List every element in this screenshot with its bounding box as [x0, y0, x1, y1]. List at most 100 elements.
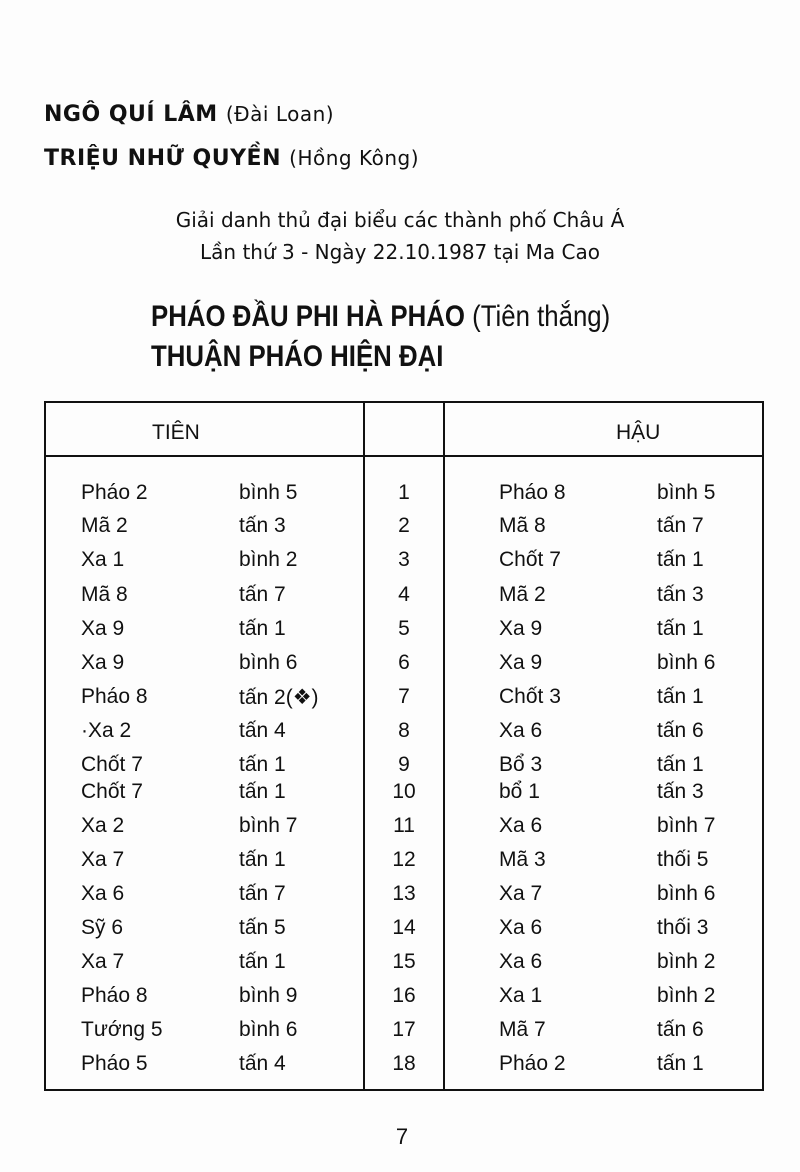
cell-hau-move: tấn 6 — [657, 1018, 704, 1041]
cell-hau-move: bình 6 — [657, 882, 716, 905]
cell-tien-move: tấn 2(❖) — [239, 686, 319, 709]
cell-tien-piece: Sỹ 6 — [81, 916, 124, 939]
cell-tien-piece: Xa 1 — [81, 548, 125, 571]
cell-tien-move: tấn 7 — [239, 583, 286, 606]
cell-hau-piece: Mã 3 — [499, 848, 546, 871]
cell-n: 11 — [393, 814, 415, 837]
cell-tien-piece: Pháo 2 — [81, 481, 148, 504]
cell-n: 15 — [392, 950, 416, 973]
cell-tien-piece: Pháo 8 — [81, 685, 148, 708]
cell-hau-piece: Chốt 7 — [499, 548, 561, 571]
cell-n: 17 — [392, 1018, 416, 1041]
player-country: (Đài Loan) — [225, 102, 335, 126]
cell-hau-piece: Xa 9 — [499, 617, 543, 640]
cell-tien-piece: Xa 6 — [81, 882, 125, 905]
cell-hau-move: tấn 3 — [657, 780, 704, 803]
cell-tien-move: tấn 1 — [239, 950, 286, 973]
cell-hau-move: tấn 1 — [657, 617, 704, 640]
cell-hau-piece: Chốt 3 — [499, 685, 561, 708]
cell-tien-piece: Xa 7 — [81, 848, 125, 871]
cell-tien-piece: Pháo 8 — [81, 984, 148, 1007]
cell-hau-piece: bổ 1 — [499, 780, 540, 803]
cell-tien-move: tấn 1 — [239, 753, 286, 776]
cell-tien-piece: Chốt 7 — [81, 753, 143, 776]
cell-tien-move: bình 6 — [239, 1018, 298, 1041]
opening-title: PHÁO ĐẦU PHI HÀ PHÁO (Tiên thắng) — [151, 300, 610, 334]
cell-n: 2 — [398, 514, 410, 537]
cell-n: 14 — [392, 916, 416, 939]
event-line-1: Giải danh thủ đại biểu các thành phố Châ… — [175, 208, 625, 232]
header-divider — [46, 455, 762, 457]
cell-hau-piece: Xa 9 — [499, 651, 543, 674]
cell-n: 5 — [398, 617, 410, 640]
cell-tien-move: bình 9 — [239, 984, 298, 1007]
cell-tien-piece: Xa 2 — [81, 814, 125, 837]
cell-hau-move: thối 5 — [657, 848, 709, 871]
cell-hau-piece: Pháo 2 — [499, 1052, 566, 1075]
column-divider — [363, 403, 365, 1089]
cell-hau-piece: Xa 6 — [499, 950, 543, 973]
cell-tien-piece: Xa 9 — [81, 617, 125, 640]
cell-n: 10 — [392, 780, 416, 803]
cell-tien-move: tấn 1 — [239, 617, 286, 640]
opening-name: PHÁO ĐẦU PHI HÀ PHÁO — [151, 300, 465, 333]
cell-tien-move: bình 7 — [239, 814, 298, 837]
game-result: (Tiên thắng) — [472, 300, 611, 333]
cell-tien-move: tấn 1 — [239, 780, 286, 803]
player-country: (Hồng Kông) — [289, 146, 420, 170]
cell-tien-piece: Pháo 5 — [81, 1052, 148, 1075]
opening-variation: THUẬN PHÁO HIỆN ĐẠI — [151, 340, 444, 373]
player-name: TRIỆU NHỮ QUYỀN — [44, 146, 281, 171]
cell-tien-piece: Mã 8 — [81, 583, 128, 606]
cell-n: 18 — [392, 1052, 416, 1075]
cell-hau-piece: Xa 6 — [499, 814, 543, 837]
cell-hau-move: bình 2 — [657, 984, 716, 1007]
cell-hau-move: tấn 7 — [657, 514, 704, 537]
cell-n: 7 — [398, 685, 410, 708]
cell-tien-move: tấn 5 — [239, 916, 286, 939]
cell-hau-move: bình 2 — [657, 950, 716, 973]
cell-hau-move: bình 7 — [657, 814, 716, 837]
cell-tien-piece: Chốt 7 — [81, 780, 143, 803]
cell-tien-move: tấn 4 — [239, 719, 286, 742]
cell-hau-move: tấn 1 — [657, 548, 704, 571]
cell-hau-piece: Xa 6 — [499, 719, 543, 742]
cell-hau-piece: Xa 1 — [499, 984, 543, 1007]
cell-tien-move: bình 2 — [239, 548, 298, 571]
cell-hau-move: bình 5 — [657, 481, 716, 504]
cell-hau-piece: Pháo 8 — [499, 481, 566, 504]
cell-n: 1 — [398, 481, 410, 504]
cell-n: 13 — [392, 882, 416, 905]
cell-hau-move: tấn 1 — [657, 1052, 704, 1075]
cell-tien-move: bình 5 — [239, 481, 298, 504]
cell-tien-piece: ·Xa 2 — [81, 719, 132, 742]
cell-hau-piece: Mã 7 — [499, 1018, 546, 1041]
cell-n: 3 — [398, 548, 410, 571]
cell-hau-piece: Mã 2 — [499, 583, 546, 606]
cell-n: 4 — [398, 583, 410, 606]
cell-hau-move: tấn 3 — [657, 583, 704, 606]
cell-tien-move: tấn 7 — [239, 882, 286, 905]
moves-table: TIÊN HẬU Pháo 2 bình 5 1 Pháo 8 bình 5 Mã 2 tấ… — [44, 401, 764, 1091]
cell-hau-piece: Bổ 3 — [499, 753, 543, 776]
cell-hau-piece: Xa 7 — [499, 882, 543, 905]
cell-hau-piece: Mã 8 — [499, 514, 546, 537]
cell-tien-move: tấn 1 — [239, 848, 286, 871]
player-2: TRIỆU NHỮ QUYỀN (Hồng Kông) — [44, 146, 419, 171]
cell-n: 9 — [398, 753, 410, 776]
cell-n: 6 — [398, 651, 410, 674]
column-divider — [443, 403, 445, 1089]
cell-hau-piece: Xa 6 — [499, 916, 543, 939]
cell-tien-piece: Xa 9 — [81, 651, 125, 674]
cell-n: 8 — [398, 719, 410, 742]
cell-n: 12 — [392, 848, 416, 871]
cell-tien-piece: Mã 2 — [81, 514, 128, 537]
cell-hau-move: thối 3 — [657, 916, 709, 939]
cell-n: 16 — [392, 984, 416, 1007]
cell-hau-move: tấn 1 — [657, 685, 704, 708]
cell-tien-piece: Xa 7 — [81, 950, 125, 973]
cell-hau-move: tấn 6 — [657, 719, 704, 742]
header-tien: TIÊN — [152, 421, 200, 444]
player-name: NGÔ QUÍ LÂM — [44, 102, 218, 127]
